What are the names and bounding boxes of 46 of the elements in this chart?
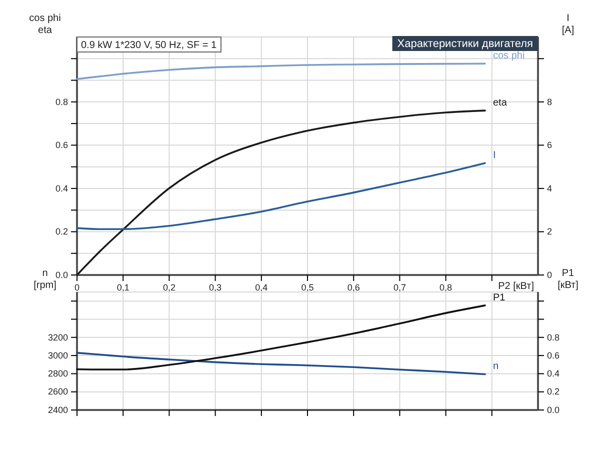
line-series — [76, 352, 486, 376]
series-label: P1 — [492, 292, 506, 304]
series-label: I — [492, 150, 496, 162]
x-tick-label: 0,1 — [116, 282, 130, 292]
x-tick-label: 0,7 — [393, 282, 406, 292]
y2-tick-label: 8 — [547, 96, 552, 107]
y2-tick-label: 0.8 — [547, 332, 560, 342]
chart-title: Характеристики двигателя — [397, 38, 534, 50]
y2-tick-label: 4 — [547, 183, 552, 194]
y-axis-title: n [rpm] — [34, 268, 57, 291]
y2-tick-label: 0.4 — [547, 368, 560, 379]
x-tick-label: 0,8 — [440, 282, 452, 292]
y-tick-label: 0.6 — [55, 140, 68, 150]
x-tick-label: 0 — [74, 282, 80, 292]
y2-tick-label: 0 — [547, 270, 552, 280]
series-label: eta — [492, 98, 508, 109]
x-axis-title: P2 [кВт] — [498, 281, 534, 292]
y-tick-label: 0.0 — [55, 270, 68, 280]
y2-tick-label: 0.2 — [547, 386, 560, 397]
x-tick-label: 0,3 — [209, 282, 222, 292]
chart-subtitle: 0.9 kW 1*230 V, 50 Hz, SF = 1 — [81, 40, 217, 51]
series-label: n — [492, 361, 499, 372]
line-series — [76, 162, 486, 230]
y2-axis-title: P1 [кВт] — [558, 268, 579, 291]
y-axis-title: cos phi eta — [29, 13, 61, 36]
y2-axis-title: I [A] — [562, 13, 574, 36]
y-tick-label: 0.4 — [55, 183, 68, 194]
y2-tick-label: 0.0 — [547, 404, 560, 415]
y2-tick-label: 2 — [547, 226, 552, 237]
line-series — [76, 110, 486, 276]
y-tick-label: 2800 — [48, 368, 68, 379]
line-series — [76, 62, 486, 80]
y2-tick-label: 0.6 — [547, 350, 560, 360]
x-tick-label: 0,2 — [162, 282, 176, 292]
y-tick-label: 0.2 — [55, 226, 68, 237]
y-tick-label: 0.8 — [55, 96, 68, 107]
x-tick-label: 0,4 — [255, 282, 268, 292]
y-tick-label: 3200 — [48, 332, 68, 342]
y-tick-label: 2400 — [48, 404, 68, 415]
series-label: cos phi — [492, 50, 525, 62]
y-tick-label: 2600 — [48, 386, 68, 397]
x-tick-label: 0,5 — [301, 282, 314, 292]
line-series — [76, 304, 486, 370]
y2-tick-label: 6 — [547, 140, 552, 150]
x-tick-label: 0,6 — [347, 282, 360, 292]
y-tick-label: 3000 — [48, 350, 68, 360]
